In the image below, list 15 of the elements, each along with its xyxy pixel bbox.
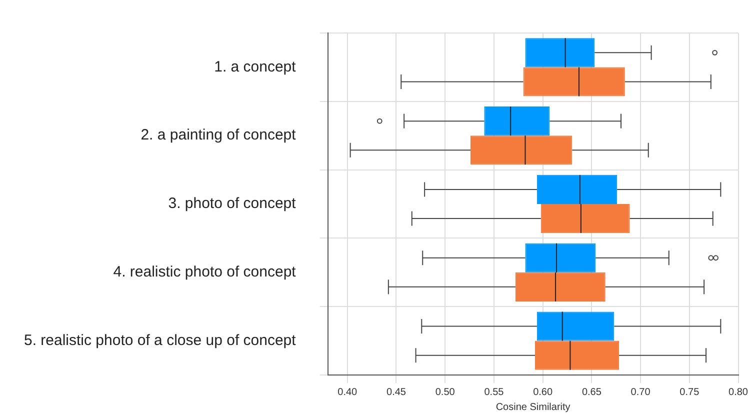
y-tick-label: 5. realistic photo of a close up of concept xyxy=(24,332,297,349)
x-tick-label: 0.65 xyxy=(582,386,602,398)
x-tick-label: 0.60 xyxy=(533,386,553,398)
x-tick-label: 0.70 xyxy=(630,386,651,398)
y-tick-label: 4. realistic photo of concept xyxy=(113,264,297,281)
y-tick-label: 2. a painting of concept xyxy=(140,126,297,144)
x-tick-label: 0.45 xyxy=(386,386,406,398)
x-tick-label: 0.40 xyxy=(338,386,358,398)
x-axis-title: Cosine Similarity xyxy=(496,402,570,413)
x-tick-label: 0.50 xyxy=(435,386,456,398)
y-tick-label: 3. photo of concept xyxy=(168,195,297,212)
x-tick-label: 0.80 xyxy=(728,386,748,398)
y-tick-label: 1. a concept xyxy=(214,58,297,76)
x-tick-label: 0.55 xyxy=(484,386,504,398)
x-tick-label: 0.75 xyxy=(680,386,700,398)
